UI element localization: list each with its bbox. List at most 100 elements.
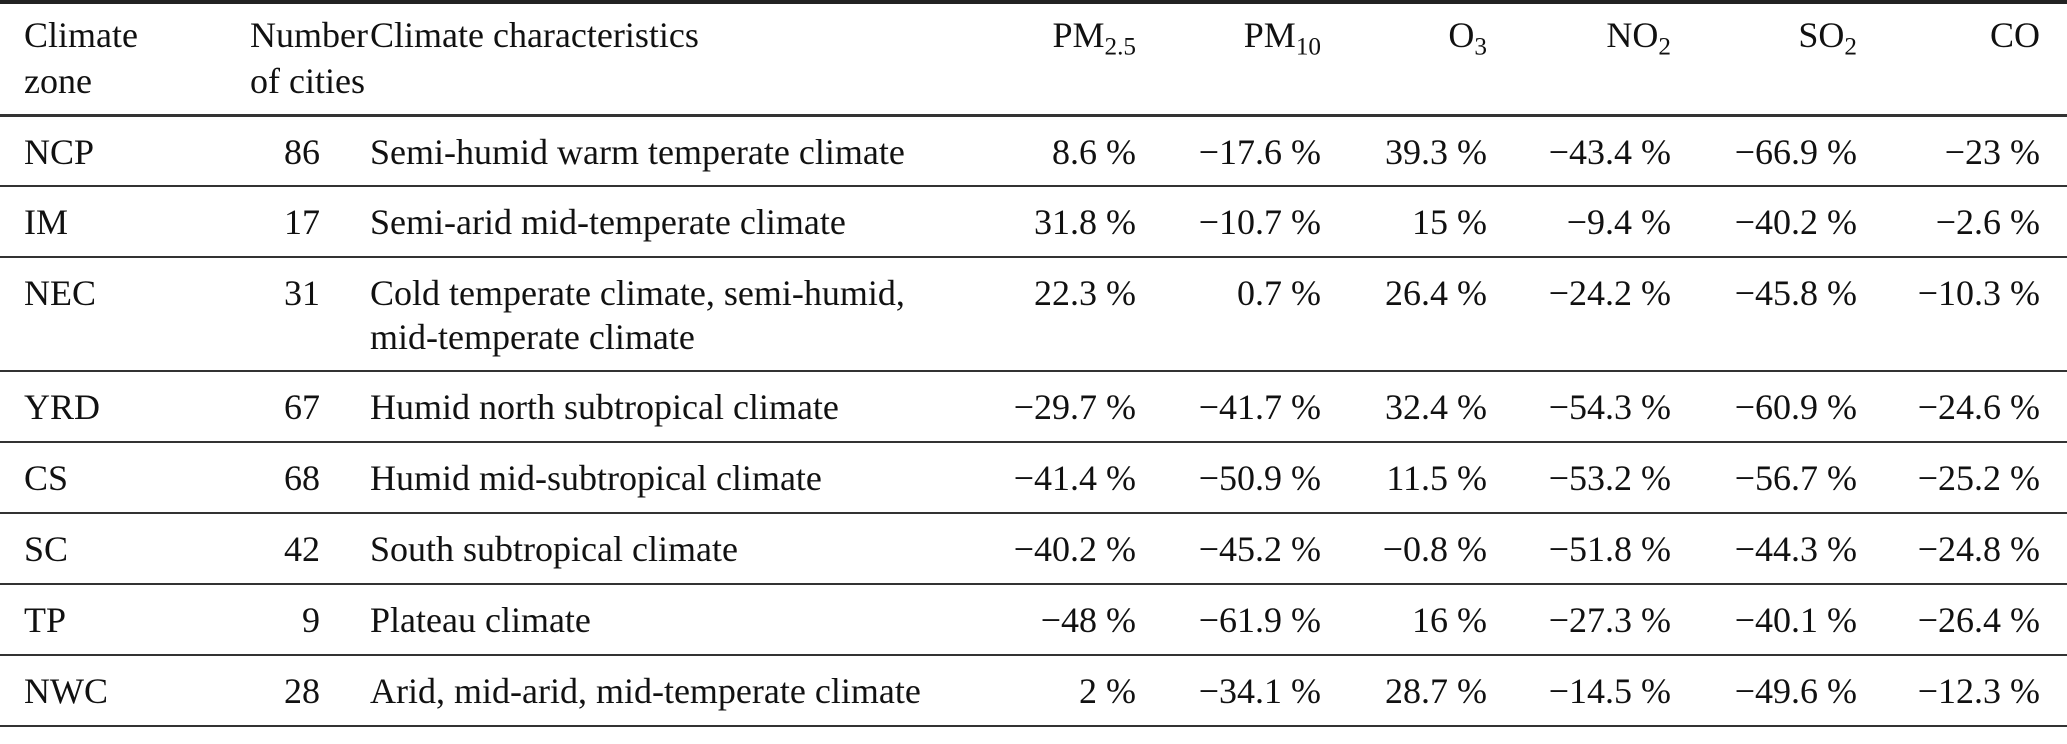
pollutant-change-cell: −29.7 % — [1013, 387, 1136, 427]
header-number-of-cities: Number of cities — [250, 2, 368, 115]
pollutant-subscript: 2 — [1658, 33, 1671, 61]
number-of-cities-cell: 68 — [284, 458, 320, 498]
characteristics-line: Arid, mid-arid, mid-temperate climate — [370, 671, 921, 711]
characteristics-line: Humid mid-subtropical climate — [370, 458, 822, 498]
table-body: NCP 86 Semi-humid warm temperate climate 8.… — [0, 115, 2067, 726]
climate-zone-cell: NEC — [24, 273, 96, 313]
pollutant-change-cell: −27.3 % — [1548, 600, 1671, 640]
table-row: NCP 86 Semi-humid warm temperate climate 8.… — [0, 115, 2067, 186]
pollutant-change-cell: −24.8 % — [1917, 529, 2040, 569]
pollutant-change-cell: −10.3 % — [1917, 273, 2040, 313]
characteristics-line: Plateau climate — [370, 600, 591, 640]
pollutant-name: CO — [1989, 15, 2040, 55]
pollutant-change-cell: −41.7 % — [1198, 387, 1321, 427]
pollutant-change-cell: −45.2 % — [1198, 529, 1321, 569]
pollutant-change-cell: 31.8 % — [1034, 202, 1136, 242]
pollutant-change-cell: −26.4 % — [1917, 600, 2040, 640]
pollutant-change-cell: 39.3 % — [1385, 131, 1487, 172]
number-of-cities-cell: 9 — [302, 600, 320, 640]
header-pollutant: SO2 — [1691, 2, 1877, 115]
pollutant-change-cell: 8.6 % — [1052, 131, 1136, 172]
pollutant-change-cell: −40.1 % — [1734, 600, 1857, 640]
pollutant-change-cell: −66.9 % — [1734, 131, 1857, 172]
pollutant-subscript: 2 — [1844, 33, 1857, 61]
header-pollutant: CO — [1877, 2, 2067, 115]
pollutant-change-cell: −17.6 % — [1198, 131, 1321, 172]
pollutant-change-cell: 28.7 % — [1385, 671, 1487, 711]
number-of-cities-cell: 86 — [284, 131, 320, 172]
table-row: TP 9 Plateau climate −48 % −61.9 % 16 % −27.3 … — [0, 584, 2067, 655]
characteristics-line: Cold temperate climate, semi-humid, — [370, 273, 905, 313]
pollutant-name: SO — [1798, 15, 1845, 55]
pollutant-change-cell: −24.2 % — [1548, 273, 1671, 313]
pollutant-change-cell: −54.3 % — [1548, 387, 1671, 427]
pollutant-change-cell: −48 % — [1040, 600, 1136, 640]
characteristics-line: mid-temperate climate — [370, 317, 695, 357]
climate-zone-cell: TP — [24, 600, 67, 640]
climate-characteristics-cell: South subtropical climate — [340, 513, 960, 584]
pollutant-change-cell: 26.4 % — [1385, 273, 1487, 313]
pollutant-change-cell: −34.1 % — [1198, 671, 1321, 711]
pollutant-change-cell: −43.4 % — [1548, 131, 1671, 172]
pollutant-change-cell: −0.8 % — [1382, 529, 1487, 569]
number-of-cities-cell: 28 — [284, 671, 320, 711]
climate-characteristics-cell: Arid, mid-arid, mid-temperate climate — [340, 655, 960, 726]
header-line: Climate — [24, 15, 138, 55]
pollutant-change-cell: −51.8 % — [1548, 529, 1671, 569]
pollutant-change-cell: 32.4 % — [1385, 387, 1487, 427]
pollutant-change-cell: −40.2 % — [1013, 529, 1136, 569]
header-climate-characteristics: Climate characteristics — [370, 15, 699, 55]
number-of-cities-cell: 31 — [284, 273, 320, 313]
pollutant-change-cell: 11.5 % — [1386, 458, 1487, 498]
pollutant-subscript: 3 — [1474, 33, 1487, 61]
table-row: SC 42 South subtropical climate −40.2 % −45.… — [0, 513, 2067, 584]
pollutant-name: O — [1448, 15, 1475, 55]
pollutant-subscript: 10 — [1295, 33, 1321, 61]
characteristics-line: Semi-humid warm temperate climate — [370, 131, 905, 172]
pollutant-change-cell: −9.4 % — [1566, 202, 1671, 242]
pollutant-subscript: 2.5 — [1104, 33, 1136, 61]
pollutant-name: PM — [1052, 15, 1105, 55]
pollutant-change-cell: −14.5 % — [1548, 671, 1671, 711]
header-line: zone — [24, 61, 92, 101]
table-row: IM 17 Semi-arid mid-temperate climate 31.8 … — [0, 186, 2067, 257]
pollutant-change-cell: −10.7 % — [1198, 202, 1321, 242]
pollutant-change-cell: −25.2 % — [1917, 458, 2040, 498]
table-row: NEC 31 Cold temperate climate, semi-humid,… — [0, 257, 2067, 371]
pollutant-change-cell: 15 % — [1412, 202, 1487, 242]
table-row: YRD 67 Humid north subtropical climate −29.… — [0, 371, 2067, 442]
pollutant-name: PM — [1243, 15, 1296, 55]
pollutant-change-cell: −41.4 % — [1013, 458, 1136, 498]
header-pollutant: PM10 — [1156, 2, 1341, 115]
pollutant-change-cell: −50.9 % — [1198, 458, 1321, 498]
climate-characteristics-cell: Semi-humid warm temperate climate — [340, 115, 960, 186]
table-row: NWC 28 Arid, mid-arid, mid-temperate clima… — [0, 655, 2067, 726]
climate-zone-cell: CS — [24, 458, 69, 498]
header-pollutant: PM2.5 — [960, 2, 1156, 115]
header-pollutant: O3 — [1341, 2, 1507, 115]
characteristics-line: Semi-arid mid-temperate climate — [370, 202, 846, 242]
pollutant-change-cell: 16 % — [1412, 600, 1487, 640]
number-of-cities-cell: 42 — [284, 529, 320, 569]
table-header: Climate zone Number of cities Climate char… — [0, 2, 2067, 115]
climate-zone-cell: NCP — [24, 131, 95, 172]
climate-zone-cell: YRD — [24, 387, 101, 427]
climate-characteristics-cell: Cold temperate climate, semi-humid, mid-t… — [340, 257, 960, 371]
pollutant-change-cell: 2 % — [1079, 671, 1136, 711]
pollutant-change-cell: −60.9 % — [1734, 387, 1857, 427]
pollutant-change-cell: −61.9 % — [1198, 600, 1321, 640]
table-row: CS 68 Humid mid-subtropical climate −41.4 %… — [0, 442, 2067, 513]
header-line: Number — [250, 15, 368, 55]
climate-zone-cell: NWC — [24, 671, 108, 711]
pollutant-change-cell: −12.3 % — [1917, 671, 2040, 711]
pollutant-change-cell: −24.6 % — [1917, 387, 2040, 427]
climate-characteristics-cell: Humid north subtropical climate — [340, 371, 960, 442]
pollutant-change-cell: −56.7 % — [1734, 458, 1857, 498]
header-climate-zone: Climate zone — [0, 2, 250, 115]
pollutant-change-cell: 0.7 % — [1237, 273, 1321, 313]
header-pollutant: NO2 — [1507, 2, 1691, 115]
pollutant-change-cell: −2.6 % — [1935, 202, 2040, 242]
pollutant-change-cell: −45.8 % — [1734, 273, 1857, 313]
climate-characteristics-cell: Plateau climate — [340, 584, 960, 655]
pollutant-change-cell: −40.2 % — [1734, 202, 1857, 242]
